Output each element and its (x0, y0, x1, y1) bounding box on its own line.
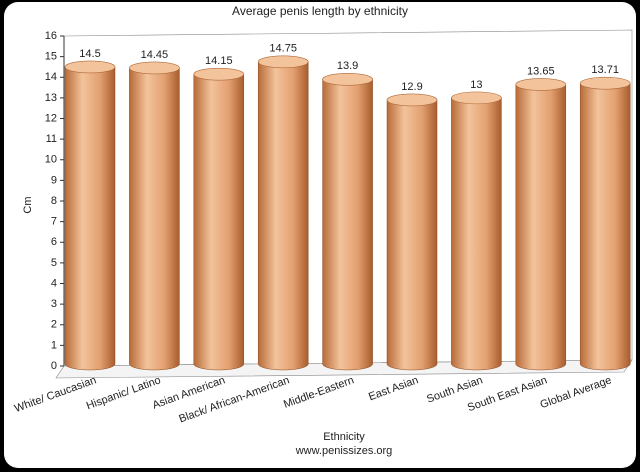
bar-body (451, 97, 502, 371)
bar (579, 76, 631, 371)
bar-body (129, 67, 180, 371)
bar-top (193, 67, 245, 81)
value-label: 13 (470, 79, 482, 91)
value-label: 13.9 (337, 60, 358, 72)
bar-top (515, 78, 567, 91)
bar (64, 60, 116, 371)
bar-body (322, 79, 373, 371)
y-tick-label: 11 (46, 133, 57, 145)
bar (515, 78, 567, 371)
value-label: 13.65 (527, 65, 555, 77)
bar (386, 93, 438, 371)
y-tick-label: 6 (51, 236, 57, 248)
y-tick-label: 7 (51, 216, 57, 228)
y-tick-label: 4 (51, 277, 57, 289)
y-tick-label: 15 (45, 51, 57, 63)
bar (193, 67, 245, 371)
bar (322, 73, 373, 371)
chart-title: Average penis length by ethnicity (232, 4, 408, 18)
bar-top (322, 73, 373, 86)
y-tick-label: 10 (45, 154, 57, 166)
bar-top (257, 55, 309, 69)
footer: www.penissizes.org (295, 445, 393, 457)
bar-body (64, 66, 116, 371)
bar-body (257, 61, 309, 371)
y-axis-title: Cm (22, 196, 34, 213)
bar-top (129, 61, 180, 75)
value-label: 14.15 (205, 55, 233, 67)
value-label: 12.9 (401, 81, 422, 93)
bar (451, 91, 502, 371)
y-tick-label: 9 (51, 174, 57, 186)
bar-body (386, 99, 438, 371)
x-axis-title: Ethnicity (323, 431, 365, 443)
bar-top (64, 60, 116, 74)
bar-top (579, 76, 631, 90)
bar (257, 55, 309, 371)
bar (129, 61, 180, 371)
y-tick-label: 16 (45, 30, 57, 42)
y-tick-label: 14 (45, 71, 57, 83)
y-tick-label: 5 (51, 257, 57, 269)
bar-body (579, 82, 631, 371)
y-tick-label: 0 (51, 360, 57, 372)
value-label: 14.45 (141, 49, 169, 61)
y-tick-label: 12 (45, 112, 57, 124)
y-tick-label: 1 (51, 339, 57, 351)
bar-top (386, 93, 438, 107)
y-tick-label: 2 (51, 319, 57, 331)
y-tick-label: 8 (51, 195, 57, 207)
bar-top (451, 91, 502, 105)
value-label: 14.75 (269, 43, 297, 55)
value-label: 14.5 (79, 48, 100, 60)
y-tick-label: 3 (51, 298, 57, 310)
bar-body (515, 84, 567, 371)
value-label: 13.71 (591, 64, 619, 76)
y-tick-label: 13 (45, 92, 57, 104)
bar-body (193, 73, 245, 371)
